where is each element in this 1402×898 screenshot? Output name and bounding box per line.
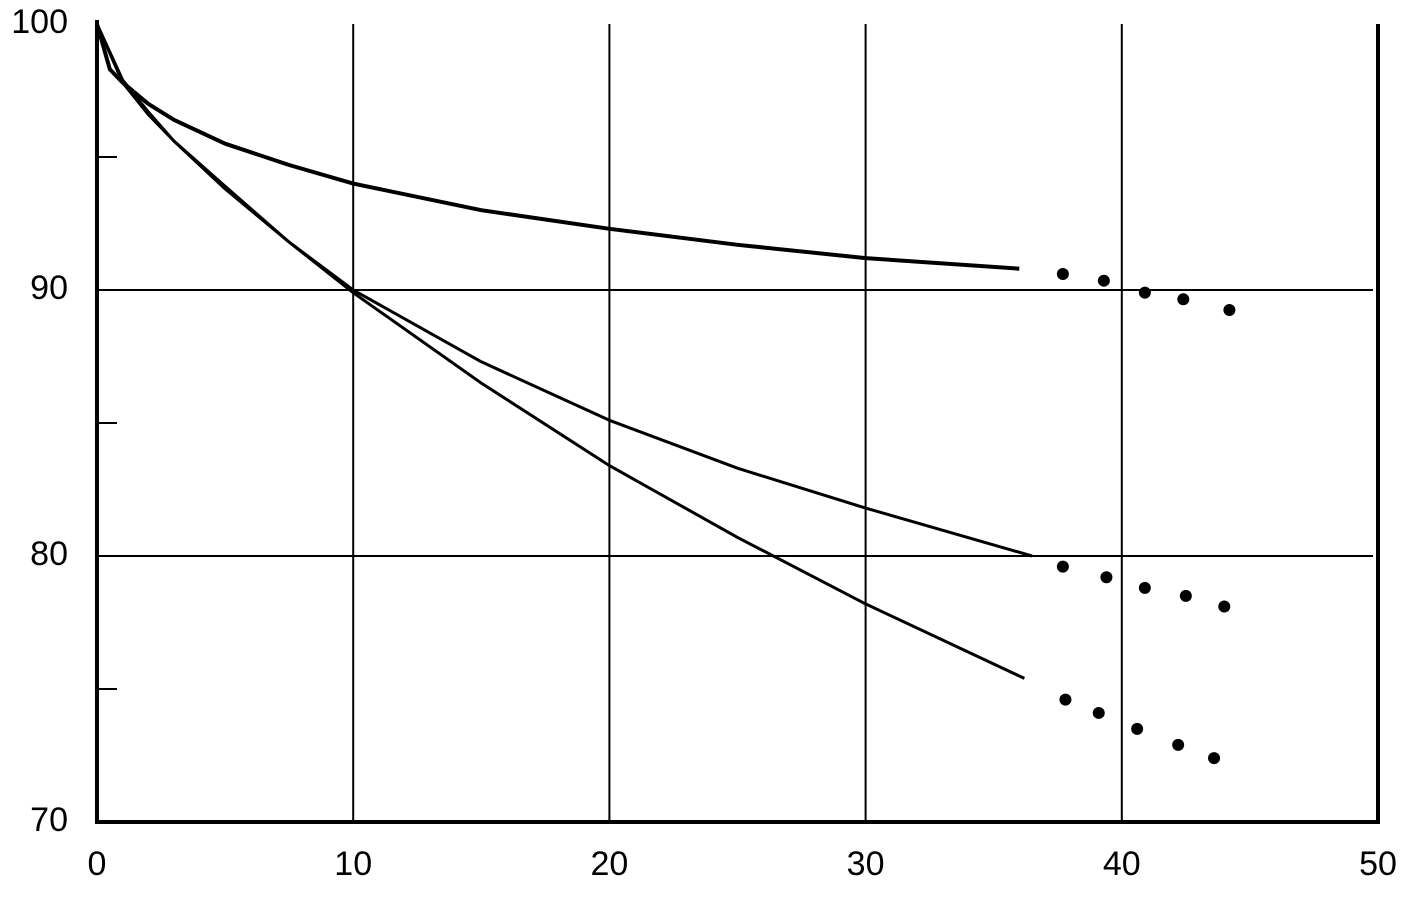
point <box>1138 581 1151 594</box>
point <box>1177 293 1190 306</box>
x-tick-label: 10 <box>334 845 372 883</box>
x-tick-label: 50 <box>1359 845 1397 883</box>
point <box>1097 274 1110 287</box>
point <box>1172 738 1185 751</box>
point <box>1056 268 1069 281</box>
curve <box>95 23 1020 271</box>
x-tick-label: 0 <box>88 845 107 883</box>
point <box>1208 752 1221 765</box>
x-tick-label: 20 <box>590 845 628 883</box>
x-tick-label: 30 <box>847 845 885 883</box>
point <box>1223 303 1236 316</box>
point <box>1138 286 1151 299</box>
y-tick-label: 90 <box>30 269 68 307</box>
y-tick-label: 70 <box>30 801 68 839</box>
point <box>1056 560 1069 573</box>
point <box>1100 571 1113 584</box>
point <box>1092 706 1105 719</box>
point <box>1131 722 1144 735</box>
y-tick-label: 100 <box>11 3 68 41</box>
point <box>1059 693 1072 706</box>
y-tick-label: 80 <box>30 535 68 573</box>
point <box>1218 600 1231 613</box>
point <box>1179 589 1192 602</box>
x-tick-label: 40 <box>1103 845 1141 883</box>
curve <box>95 23 1026 680</box>
